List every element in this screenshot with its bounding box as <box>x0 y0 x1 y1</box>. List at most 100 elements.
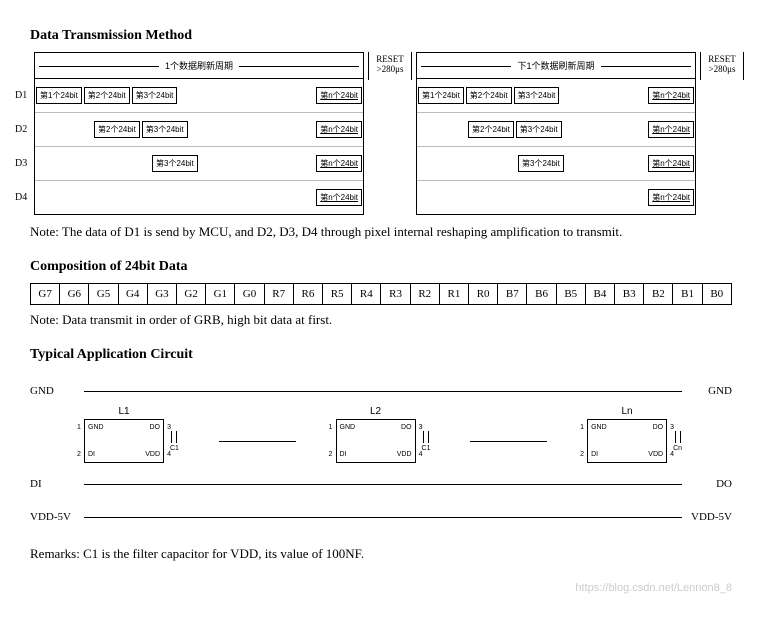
bit-cell: G3 <box>148 284 177 304</box>
capacitor: C1 <box>422 431 431 452</box>
reset-2: RESET >280μs <box>700 52 744 215</box>
seg: 第2个24bit <box>466 87 512 104</box>
pin-num: 2 <box>329 451 333 458</box>
pin-vdd: VDD <box>397 451 412 458</box>
section2-title: Composition of 24bit Data <box>30 259 732 275</box>
section2-note: Note: Data transmit in order of GRB, hig… <box>30 311 732 329</box>
bit-cell: R2 <box>411 284 440 304</box>
seg-n: 第n个24bit <box>648 121 694 138</box>
pin-num: 2 <box>77 451 81 458</box>
timing-row-d1: D1 第1个24bit 第2个24bit 第3个24bit 第n个24bit <box>35 78 363 112</box>
pin-num: 3 <box>419 424 423 431</box>
bit-cell: R6 <box>294 284 323 304</box>
bit-cell: B0 <box>703 284 731 304</box>
chip-title: L1 <box>85 406 163 417</box>
cycle2-header: 下1个数据刷新周期 <box>511 61 600 71</box>
bit-cell: B4 <box>586 284 615 304</box>
pin-num: 1 <box>329 424 333 431</box>
vdd-rail <box>84 517 682 518</box>
bit-cell: R0 <box>469 284 498 304</box>
capacitor: C1 <box>170 431 179 452</box>
bit-cell: G7 <box>31 284 60 304</box>
d2-label: D2 <box>15 124 27 135</box>
timing-row-d4b: 第n个24bit <box>417 180 695 214</box>
cycle1-header: 1个数据刷新周期 <box>159 61 239 71</box>
chip-L2: L2 GND DO DI VDD 1 3 2 4 <box>336 419 416 463</box>
bit-cell: B2 <box>644 284 673 304</box>
reset-1: RESET >280μs <box>368 52 412 215</box>
seg: 第3个24bit <box>142 121 188 138</box>
seg-n: 第n个24bit <box>648 155 694 172</box>
chip-title: L2 <box>337 406 415 417</box>
capacitor: Cn <box>673 431 682 452</box>
section3-title: Typical Application Circuit <box>30 347 732 363</box>
seg: 第3个24bit <box>132 87 178 104</box>
seg: 第2个24bit <box>84 87 130 104</box>
pin-gnd: GND <box>88 424 104 431</box>
pin-vdd: VDD <box>648 451 663 458</box>
seg-n: 第n个24bit <box>316 87 362 104</box>
pin-num: 4 <box>167 451 171 458</box>
seg-n: 第n个24bit <box>316 155 362 172</box>
bit-cell: G2 <box>177 284 206 304</box>
pin-gnd: GND <box>340 424 356 431</box>
pin-di: DI <box>591 451 598 458</box>
reset-time: >280μs <box>703 64 741 74</box>
pin-vdd: VDD <box>145 451 160 458</box>
pin-num: 3 <box>670 424 674 431</box>
timing-row-d1b: 第1个24bit 第2个24bit 第3个24bit 第n个24bit <box>417 78 695 112</box>
timing-diagram: 1个数据刷新周期 D1 第1个24bit 第2个24bit 第3个24bit 第… <box>30 52 732 215</box>
pin-do: DO <box>401 424 412 431</box>
vdd-label-right: VDD-5V <box>682 511 732 523</box>
pin-gnd: GND <box>591 424 607 431</box>
bit-cell: G0 <box>235 284 264 304</box>
bit-cell: R4 <box>352 284 381 304</box>
bit-cell: B3 <box>615 284 644 304</box>
connection-line <box>219 441 296 442</box>
bit-cell: B7 <box>498 284 527 304</box>
section1-note: Note: The data of D1 is send by MCU, and… <box>30 223 732 241</box>
chips-row: L1 GND DO DI VDD 1 3 2 4 C1 L2 GND DO DI… <box>30 411 732 471</box>
reset-label: RESET <box>703 54 741 64</box>
section1-title: Data Transmission Method <box>30 28 732 44</box>
seg-n: 第n个24bit <box>316 121 362 138</box>
gnd-label-right: GND <box>682 385 732 397</box>
pin-do: DO <box>150 424 161 431</box>
gnd-label-left: GND <box>30 385 84 397</box>
seg: 第3个24bit <box>518 155 564 172</box>
pin-num: 3 <box>167 424 171 431</box>
do-label-right: DO <box>682 478 732 490</box>
circuit-diagram: GND GND L1 GND DO DI VDD 1 3 2 4 C1 L2 G… <box>30 371 732 537</box>
pin-num: 4 <box>419 451 423 458</box>
pin-num: 4 <box>670 451 674 458</box>
pin-num: 1 <box>580 424 584 431</box>
bit-cell: R3 <box>381 284 410 304</box>
cap-label: C1 <box>170 445 179 452</box>
seg-n: 第n个24bit <box>648 189 694 206</box>
pin-di: DI <box>88 451 95 458</box>
gnd-rail <box>84 391 682 392</box>
seg: 第1个24bit <box>36 87 82 104</box>
connection-line <box>470 441 547 442</box>
seg: 第2个24bit <box>468 121 514 138</box>
seg-n: 第n个24bit <box>648 87 694 104</box>
pin-num: 2 <box>580 451 584 458</box>
seg: 第2个24bit <box>94 121 140 138</box>
chip-title: Ln <box>588 406 666 417</box>
pin-num: 1 <box>77 424 81 431</box>
timing-row-d2: D2 第2个24bit 第3个24bit 第n个24bit <box>35 112 363 146</box>
cap-label: Cn <box>673 445 682 452</box>
vdd-label-left: VDD-5V <box>30 511 84 523</box>
bit-cell: B6 <box>527 284 556 304</box>
timing-row-d3b: 第3个24bit 第n个24bit <box>417 146 695 180</box>
bit-cell: G4 <box>119 284 148 304</box>
bit-cell: B5 <box>557 284 586 304</box>
timing-row-d4: D4 第n个24bit <box>35 180 363 214</box>
reset-time: >280μs <box>371 64 409 74</box>
timing-cycle-1: 1个数据刷新周期 D1 第1个24bit 第2个24bit 第3个24bit 第… <box>34 52 364 215</box>
chip-L1: L1 GND DO DI VDD 1 3 2 4 <box>84 419 164 463</box>
bit-cell: R5 <box>323 284 352 304</box>
bit-cell: R7 <box>265 284 294 304</box>
bits-table: G7G6G5G4G3G2G1G0R7R6R5R4R3R2R1R0B7B6B5B4… <box>30 283 732 305</box>
d4-label: D4 <box>15 192 27 203</box>
